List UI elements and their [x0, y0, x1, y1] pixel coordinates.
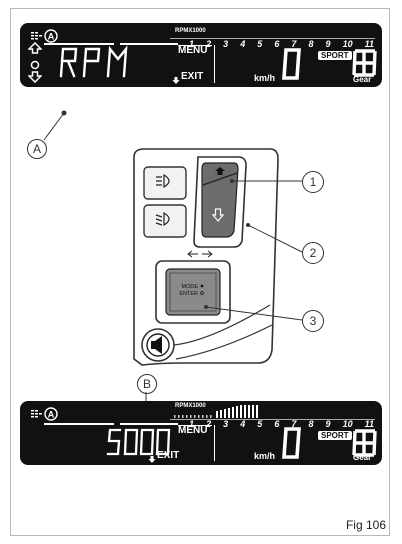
- headlight-high-icon: [156, 173, 170, 189]
- instrument-display-top: A RPMX1000 1 2 3 4 5 6 7 8 9 10 11 MENU: [20, 23, 382, 87]
- menu-underline: [178, 425, 212, 426]
- speed-digit: 0: [282, 48, 302, 85]
- arrow-up-icon: [27, 41, 43, 59]
- instrument-display-bottom: A RPMX1000 1 2 3 4 5 6 7 8 9: [20, 401, 382, 465]
- scale-number: 11: [364, 419, 374, 429]
- rocker-down-arrow-icon: [211, 208, 225, 222]
- menu-underline: [178, 45, 212, 46]
- speed-unit-label: km/h: [254, 451, 276, 461]
- scale-number: 9: [325, 419, 331, 429]
- separator-line-mid: [120, 43, 178, 45]
- exit-label: EXIT: [157, 450, 180, 461]
- gear-label: Gear: [353, 453, 372, 462]
- scale-number: 6: [274, 39, 280, 49]
- mode-badge-letter: A: [48, 32, 55, 42]
- vertical-divider: [214, 425, 215, 461]
- scale-number: 3: [223, 419, 229, 429]
- scale-number: 2: [206, 419, 212, 429]
- main-readout-segments: [59, 45, 128, 78]
- exit-arrow-icon: [148, 451, 156, 469]
- main-readout-segments: [106, 428, 171, 456]
- callout-circle-b: B: [137, 374, 157, 394]
- vertical-divider: [214, 45, 215, 83]
- mode-badge-icon: A: [30, 407, 64, 426]
- scale-number: 4: [240, 419, 246, 429]
- left-right-arrows-icon: [187, 250, 213, 258]
- up-down-rocker-button: [201, 162, 239, 238]
- scale-number: 1: [189, 419, 195, 429]
- rpm-bargraph: [170, 403, 280, 424]
- speed-digit: 0: [282, 427, 302, 464]
- scale-number: 4: [240, 39, 246, 49]
- arrow-down-icon: [27, 70, 43, 88]
- menu-label: MENU: [178, 45, 208, 56]
- rpm-scale-label: RPMX1000: [175, 28, 206, 34]
- callout-circle-a: A: [27, 139, 47, 159]
- scale-number: 5: [257, 419, 263, 429]
- separator-line-left: [44, 43, 114, 45]
- gear-label: Gear: [353, 75, 372, 84]
- separator-line-mid: [120, 423, 178, 425]
- circle-indicator-icon: [30, 57, 40, 75]
- scale-number: 1: [189, 39, 195, 49]
- mode-badge-letter: A: [48, 410, 55, 420]
- separator-line-left: [44, 423, 114, 425]
- scale-number: 6: [274, 419, 280, 429]
- rocker-up-arrow-icon: [215, 167, 225, 175]
- scale-number: 9: [325, 39, 331, 49]
- main-readout: RPM: [58, 45, 130, 84]
- scale-number: 5: [257, 39, 263, 49]
- callout-circle-2: 2: [302, 242, 324, 264]
- scale-number: 8: [308, 419, 314, 429]
- rpm-scale-line: [170, 38, 375, 39]
- headlight-low-icon: [155, 211, 170, 227]
- horn-icon: [151, 336, 162, 354]
- figure-frame: [10, 8, 390, 536]
- scale-number: 10: [342, 39, 353, 49]
- scale-number: 11: [364, 39, 374, 49]
- gear-digit: [352, 49, 378, 82]
- low-beam-button: [143, 204, 187, 238]
- sport-badge: SPORT: [318, 51, 352, 60]
- gear-digit: [352, 429, 378, 462]
- scale-number: 7: [291, 419, 297, 429]
- rpm-scale-label: RPMX1000: [175, 403, 206, 409]
- scale-number: 10: [342, 419, 353, 429]
- rpm-scale-line: [170, 419, 375, 420]
- rpm-scale-numbers: 1 2 3 4 5 6 7 8 9 10 11: [189, 39, 374, 49]
- mode-text: MODE: [182, 284, 199, 290]
- enter-text: ENTER: [179, 291, 198, 297]
- exit-arrow-icon: [172, 72, 180, 90]
- speed-unit-label: km/h: [254, 73, 276, 83]
- scale-number: 8: [308, 39, 314, 49]
- scale-number: 7: [291, 39, 297, 49]
- main-readout: 5000: [106, 427, 172, 462]
- rpm-scale-numbers: 1 2 3 4 5 6 7 8 9 10 11: [189, 419, 374, 429]
- scale-number: 2: [206, 39, 212, 49]
- mode-badge-icon: A: [30, 29, 64, 48]
- handlebar-switch-unit: MODE ENTER: [120, 145, 320, 385]
- figure-label: Fig 106: [345, 518, 386, 532]
- mode-enter-button: [165, 268, 221, 316]
- menu-label: MENU: [178, 425, 208, 436]
- sport-badge: SPORT: [318, 431, 352, 440]
- high-beam-button: [143, 166, 187, 200]
- exit-label: EXIT: [181, 71, 204, 82]
- callout-circle-1: 1: [302, 171, 324, 193]
- scale-number: 3: [223, 39, 229, 49]
- callout-circle-3: 3: [302, 310, 324, 332]
